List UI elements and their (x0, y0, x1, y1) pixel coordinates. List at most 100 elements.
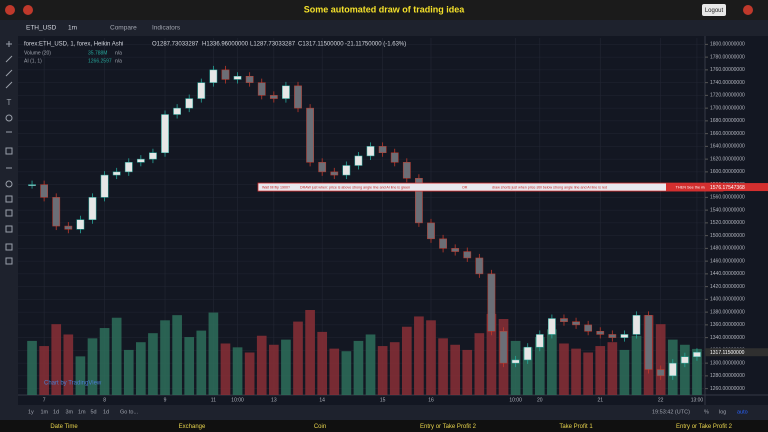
annotation-text: draw shorts just when price still below … (492, 186, 607, 190)
footer-column: Entry or Take Profit 2 (420, 424, 477, 430)
y-tick-label: 1680.00000000 (710, 118, 745, 124)
y-tick-label: 1720.00000000 (710, 93, 745, 99)
candle-body (693, 351, 701, 357)
volume-bar (220, 343, 231, 395)
volume-bar (208, 312, 219, 395)
legend-ai-na: n/a (115, 58, 122, 64)
y-tick-label: 1500.00000000 (710, 233, 745, 239)
range-button[interactable]: 1d (53, 409, 59, 415)
volume-bar (522, 347, 533, 395)
candle-body (28, 184, 36, 186)
interval[interactable]: 1m (68, 25, 77, 32)
volume-bar (244, 352, 255, 395)
candle-body (64, 225, 73, 230)
candle-body (136, 158, 145, 163)
tool-icons[interactable]: T (5, 41, 13, 265)
logout-label[interactable]: Logout (705, 8, 724, 14)
candle-body (584, 324, 593, 332)
legend-ai-value: 1266.2597 (88, 58, 112, 64)
candle-body (451, 248, 460, 252)
annotation-callout: THEN See the magic!! (676, 186, 714, 190)
candle-body (149, 152, 157, 160)
legend-ai: AI (1, 1) (24, 58, 42, 64)
y-tick-label: 1800.00000000 (710, 42, 745, 48)
footer-column: Take Profit 1 (559, 424, 593, 430)
y-tick-label: 1340.00000000 (710, 335, 745, 341)
range-button[interactable]: 1y (28, 409, 34, 415)
x-tick-label: 13:00 (691, 397, 704, 403)
volume-bar (317, 331, 328, 395)
x-tick-label: 13 (271, 397, 277, 403)
candle-body (306, 107, 314, 163)
volume-bar (305, 310, 315, 395)
x-tick-label: 16 (428, 397, 434, 403)
volume-bar (256, 335, 267, 395)
y-tick-label: 1400.00000000 (710, 297, 745, 303)
candle-body (245, 76, 254, 83)
range-button[interactable]: 1m (41, 409, 49, 415)
candle-body (535, 334, 544, 348)
watermark[interactable]: Chart by TradingView (44, 381, 102, 387)
footer-column: Entry or Take Profit 2 (676, 424, 733, 430)
price-label: 1317.11500000 (710, 350, 745, 356)
candle-body (185, 98, 194, 109)
y-tick-label: 1600.00000000 (710, 169, 745, 175)
volume-bar (474, 333, 485, 395)
candle-body (439, 238, 447, 249)
indicators[interactable]: Indicators (152, 25, 181, 32)
x-tick-label: 8 (103, 397, 106, 403)
svg-text:T: T (7, 98, 12, 107)
icon[interactable] (23, 5, 33, 15)
candle-body (269, 95, 278, 99)
icon[interactable] (5, 5, 15, 15)
candle-body (366, 146, 375, 157)
footer-column: Date Time (50, 424, 78, 430)
goto-button[interactable]: Go to... (120, 409, 139, 415)
candle-body (511, 359, 520, 364)
range-button[interactable]: 1m (78, 409, 86, 415)
volume-bar (63, 334, 74, 395)
candle-body (221, 69, 230, 80)
volume-bar (619, 349, 630, 395)
volume-bar (51, 324, 62, 395)
y-tick-label: 1360.00000000 (710, 322, 745, 328)
price-label-box (705, 348, 768, 357)
y-tick-label: 1440.00000000 (710, 271, 745, 277)
price-label: 1576.17547368 (710, 185, 745, 191)
candle-body (596, 331, 605, 335)
toolbar (0, 20, 768, 36)
y-tick-label: 1260.00000000 (710, 386, 745, 392)
annotation-text: OR (462, 186, 468, 190)
candle-body (499, 331, 508, 364)
annotation-callout-box (666, 183, 723, 192)
y-tick-label: 1700.00000000 (710, 105, 745, 111)
percent-toggle[interactable]: % (704, 409, 709, 415)
compare[interactable]: Compare (110, 25, 137, 32)
candle-body (197, 82, 206, 99)
symbol[interactable]: ETH_USD (26, 25, 57, 32)
range-button[interactable]: 1d (103, 409, 109, 415)
candle-body (173, 107, 181, 115)
log-toggle[interactable]: log (719, 409, 726, 415)
range-button[interactable]: 3m (66, 409, 74, 415)
volume-bar (196, 330, 207, 395)
logout-button[interactable] (702, 4, 726, 16)
candle-body (427, 222, 435, 240)
volume-bar (559, 343, 569, 395)
x-tick-label: 21 (597, 397, 603, 403)
volume-bar (341, 351, 352, 395)
legend-volume-na: n/a (115, 50, 122, 56)
volume-bar (281, 339, 291, 395)
icon[interactable] (743, 5, 753, 15)
volume-bar (99, 328, 110, 395)
auto-toggle[interactable]: auto (737, 409, 748, 415)
y-tick-label: 1280.00000000 (710, 373, 745, 379)
legend-change: -21.11750000 (-1.63%) (345, 42, 406, 48)
volume-bar (293, 321, 303, 395)
candle-body (294, 85, 302, 109)
range-button[interactable]: 5d (91, 409, 97, 415)
annotation-text: DRAW just when: price is above strong an… (300, 186, 410, 190)
candle-body (680, 356, 689, 364)
candle-body (52, 197, 61, 227)
